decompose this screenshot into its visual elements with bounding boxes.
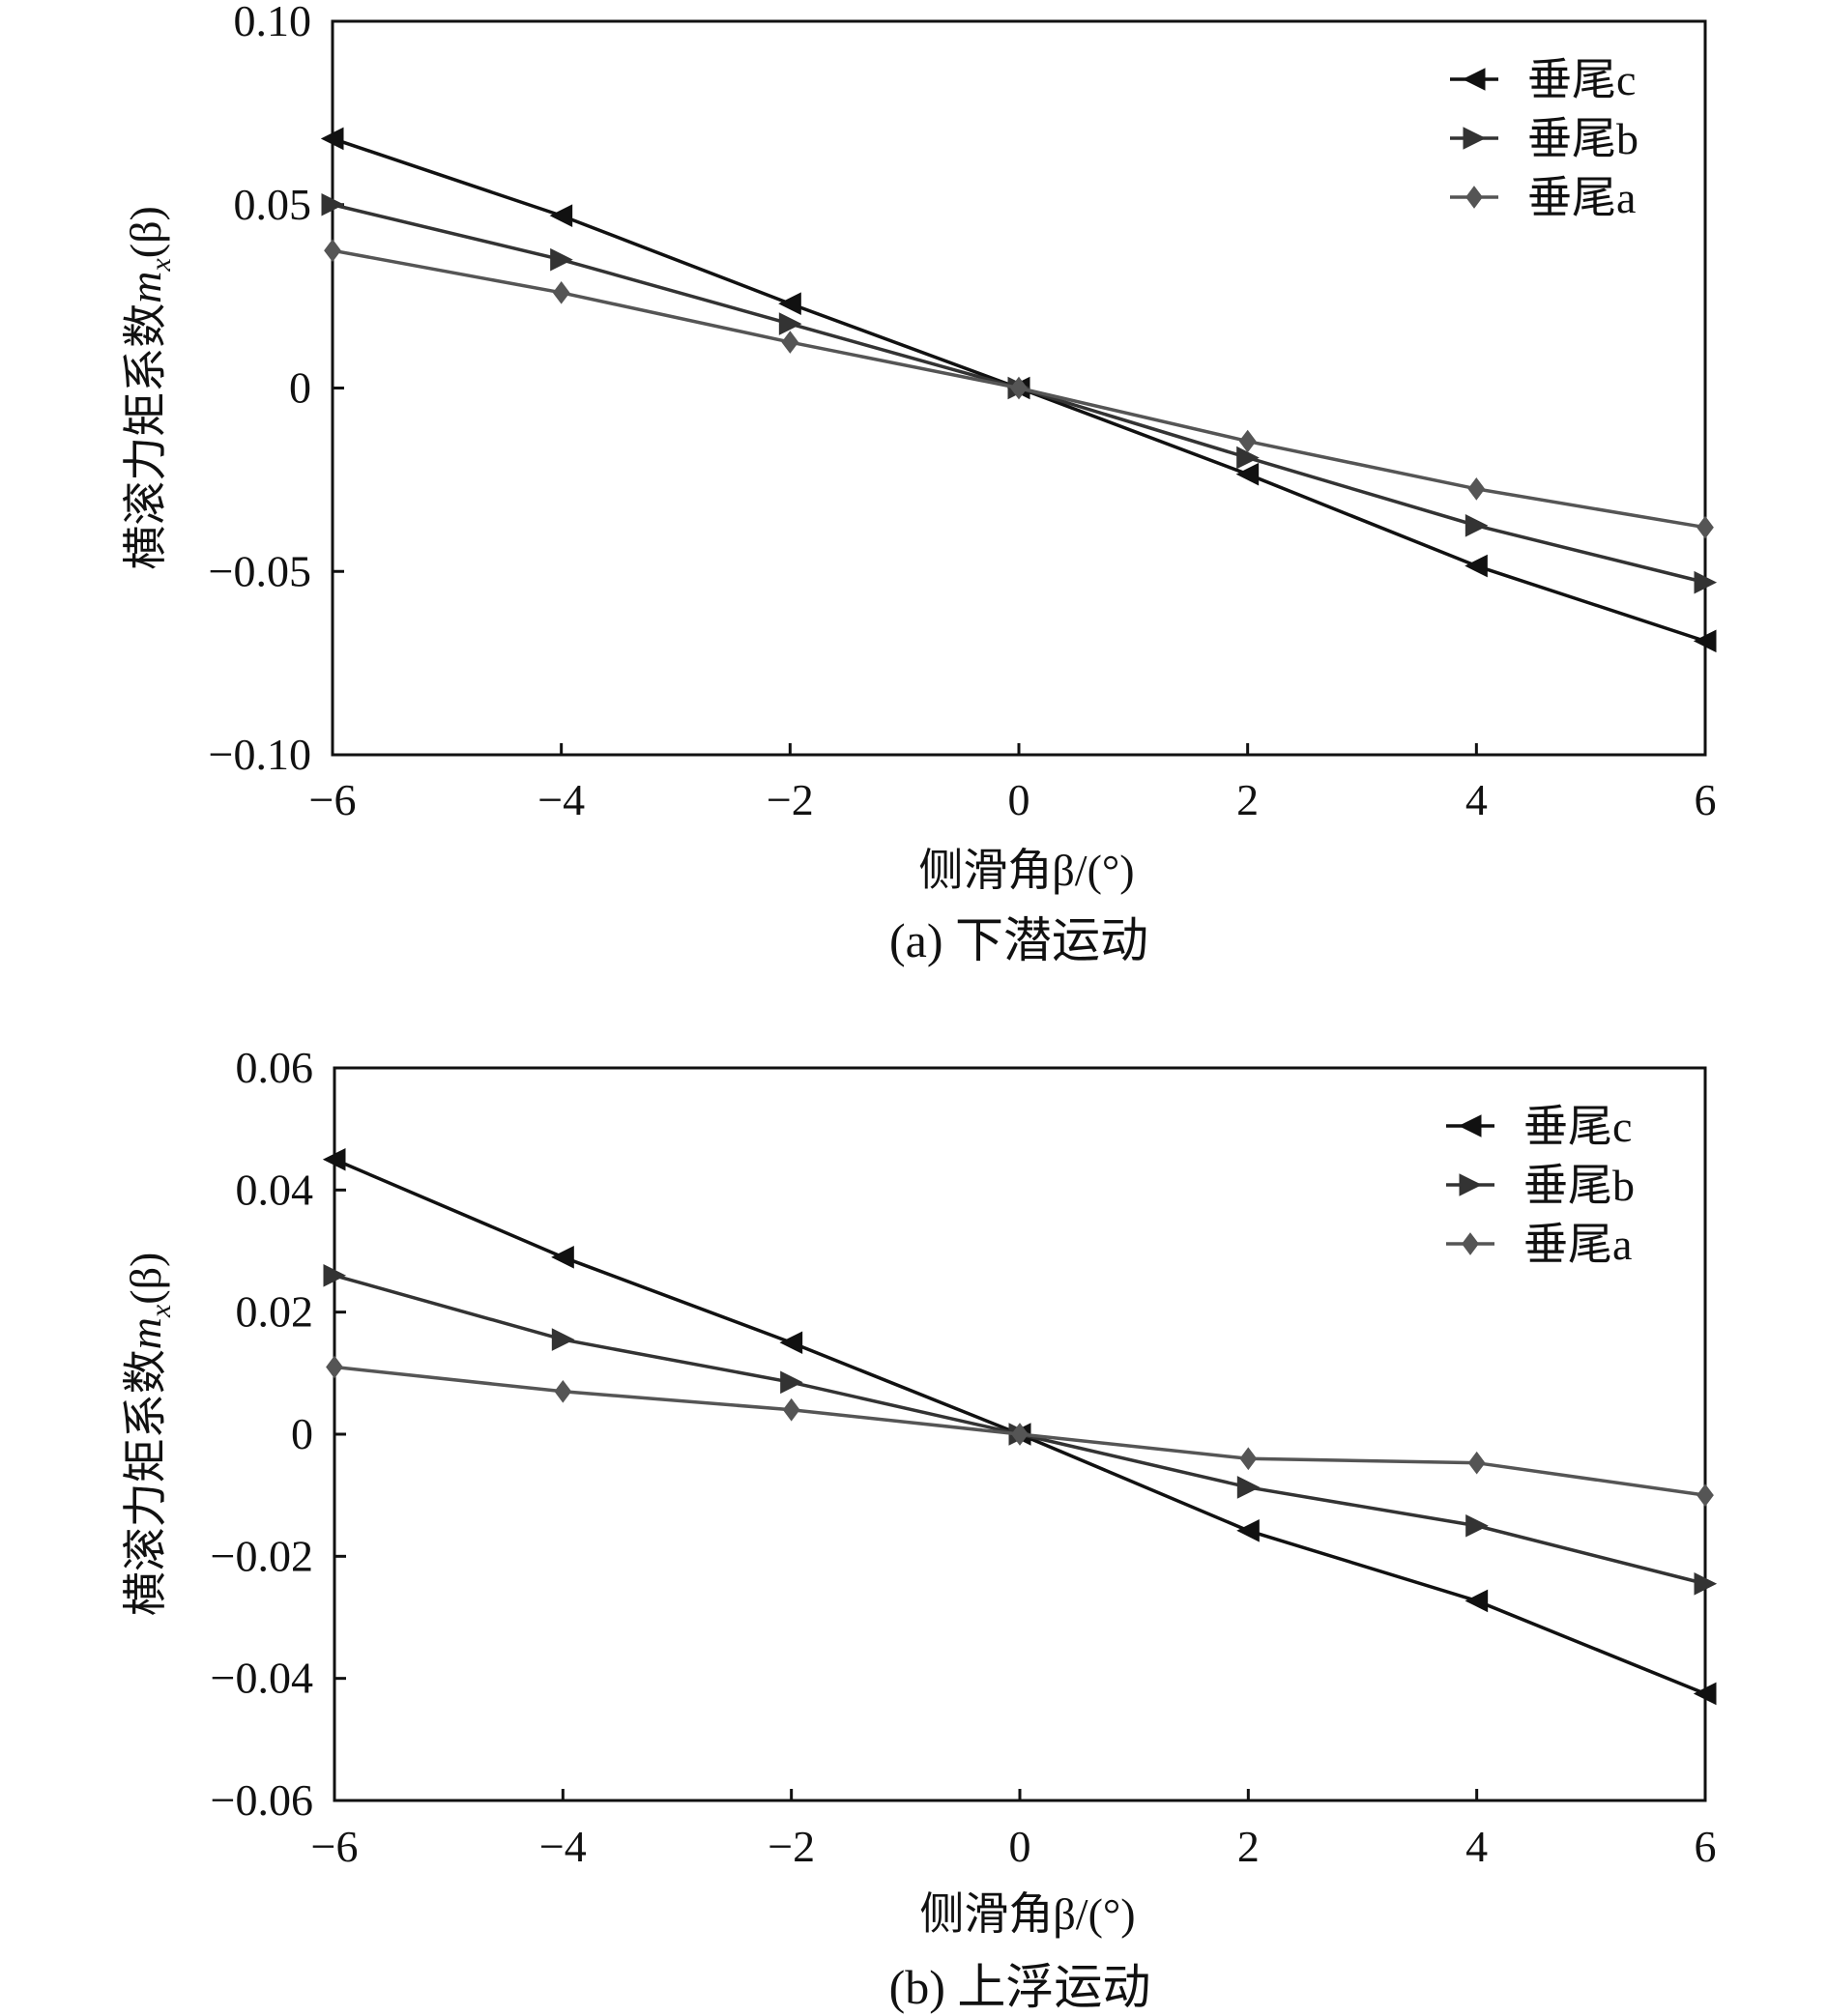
- y-axis-label-main: 横滚力矩系数: [121, 1349, 170, 1616]
- series-diamond: [326, 1355, 1714, 1507]
- y-tick-label: −0.06: [211, 1775, 313, 1825]
- y-axis-label-sub: x: [145, 1304, 177, 1318]
- x-tick-label: −4: [537, 775, 585, 824]
- y-axis-label: 横滚力矩系数mx(β): [121, 1253, 177, 1617]
- legend-marker: [1462, 68, 1486, 91]
- x-tick-label: 0: [1009, 1822, 1031, 1871]
- data-point: [1693, 1682, 1717, 1706]
- x-tick-label: 4: [1465, 1822, 1488, 1871]
- y-axis-label-arg: (β): [121, 206, 170, 258]
- y-tick-label: 0.10: [234, 0, 312, 45]
- data-point: [324, 239, 341, 263]
- data-point: [1238, 429, 1257, 453]
- x-tick-label: −2: [768, 1822, 815, 1871]
- data-point: [323, 1263, 347, 1287]
- data-point: [320, 127, 344, 151]
- data-point: [1467, 1451, 1486, 1475]
- legend-label: 垂尾c: [1523, 1102, 1632, 1151]
- data-point: [1235, 462, 1260, 486]
- panel-a-dive: −6 −4 −2 0 2 4 6 −0.10 −0.05 0 0.05 0.10 侧滑角β/(°) 横滚力…: [121, 0, 1718, 967]
- data-point: [326, 1355, 343, 1379]
- legend-label: 垂尾b: [1523, 1161, 1635, 1210]
- legend-label: 垂尾c: [1527, 55, 1636, 104]
- data-point: [1694, 1571, 1718, 1596]
- y-tick-label: −0.04: [211, 1654, 313, 1703]
- y-axis-label-main: 横滚力矩系数: [121, 303, 170, 570]
- data-point: [1236, 1476, 1261, 1499]
- data-point: [551, 1328, 575, 1351]
- y-tick-label: 0.04: [236, 1165, 314, 1214]
- y-tick-label: −0.02: [211, 1531, 313, 1580]
- data-point: [780, 1370, 803, 1395]
- data-point: [1464, 514, 1489, 537]
- y-axis-label-arg: (β): [121, 1253, 170, 1305]
- x-tick-label: 6: [1695, 775, 1717, 824]
- x-tick-label: −6: [309, 775, 357, 824]
- x-axis-label: 侧滑角β/(°): [918, 846, 1134, 895]
- data-point: [552, 280, 570, 304]
- data-point: [549, 204, 573, 227]
- legend-label: 垂尾a: [1523, 1220, 1632, 1269]
- legend-label: 垂尾a: [1527, 173, 1636, 222]
- x-tick-label: −2: [767, 775, 814, 824]
- data-point: [1011, 1423, 1029, 1446]
- x-tick-label: 4: [1465, 775, 1488, 824]
- data-point: [1464, 1589, 1489, 1613]
- y-tick-label: 0.06: [236, 1043, 314, 1092]
- x-tick-label: 2: [1236, 775, 1259, 824]
- data-point: [1693, 629, 1717, 653]
- data-point: [1465, 1513, 1489, 1538]
- legend-marker: [1459, 1173, 1483, 1196]
- data-point: [778, 292, 801, 316]
- x-tick-label: 2: [1237, 1822, 1260, 1871]
- data-point: [551, 1246, 574, 1269]
- data-point: [1464, 554, 1488, 578]
- y-axis-label-sub: x: [145, 258, 177, 273]
- data-point: [550, 247, 573, 272]
- legend-marker: [1462, 1232, 1479, 1255]
- x-tick-label: 0: [1008, 775, 1030, 824]
- data-point: [554, 1379, 572, 1403]
- y-tick-label: 0: [291, 1409, 313, 1458]
- data-point: [1239, 1447, 1258, 1471]
- data-point: [321, 192, 345, 216]
- legend-marker: [1465, 186, 1483, 209]
- y-tick-label: 0.05: [234, 180, 312, 229]
- data-point: [1696, 515, 1714, 539]
- x-axis-label: 侧滑角β/(°): [919, 1889, 1135, 1939]
- figure-caption: (b) 上浮运动: [889, 1960, 1151, 2014]
- legend-marker: [1458, 1114, 1482, 1138]
- data-point: [1696, 1483, 1714, 1507]
- series-diamond: [324, 239, 1714, 539]
- data-point: [778, 312, 802, 335]
- panel-b-surface: −6 −4 −2 0 2 4 6 −0.06 −0.04 −0.02 0 0.02 0.04 0.06 侧滑…: [121, 1043, 1718, 2014]
- data-point: [781, 331, 799, 354]
- y-axis-label-var: m: [121, 1317, 170, 1349]
- data-point: [1236, 1518, 1260, 1542]
- y-axis-label-var: m: [121, 272, 170, 303]
- y-axis-label: 横滚力矩系数mx(β): [121, 206, 177, 570]
- y-tick-label: 0: [289, 363, 311, 413]
- y-tick-label: −0.10: [209, 730, 311, 779]
- x-tick-label: 6: [1695, 1822, 1717, 1871]
- y-tick-label: 0.02: [236, 1287, 314, 1337]
- y-tick-label: −0.05: [209, 546, 311, 595]
- data-point: [1010, 376, 1028, 400]
- figure-caption: (a) 下潜运动: [889, 913, 1148, 967]
- legend-label: 垂尾b: [1527, 114, 1638, 163]
- legend-marker: [1463, 127, 1487, 150]
- legend: 垂尾c 垂尾b 垂尾a: [1450, 55, 1638, 222]
- data-point: [782, 1397, 800, 1422]
- data-point: [1694, 570, 1718, 594]
- data-point: [779, 1331, 803, 1355]
- data-point: [322, 1147, 346, 1171]
- legend: 垂尾c 垂尾b 垂尾a: [1446, 1102, 1635, 1269]
- x-tick-label: −4: [539, 1822, 587, 1871]
- data-point: [1467, 477, 1486, 501]
- x-tick-label: −6: [311, 1822, 359, 1871]
